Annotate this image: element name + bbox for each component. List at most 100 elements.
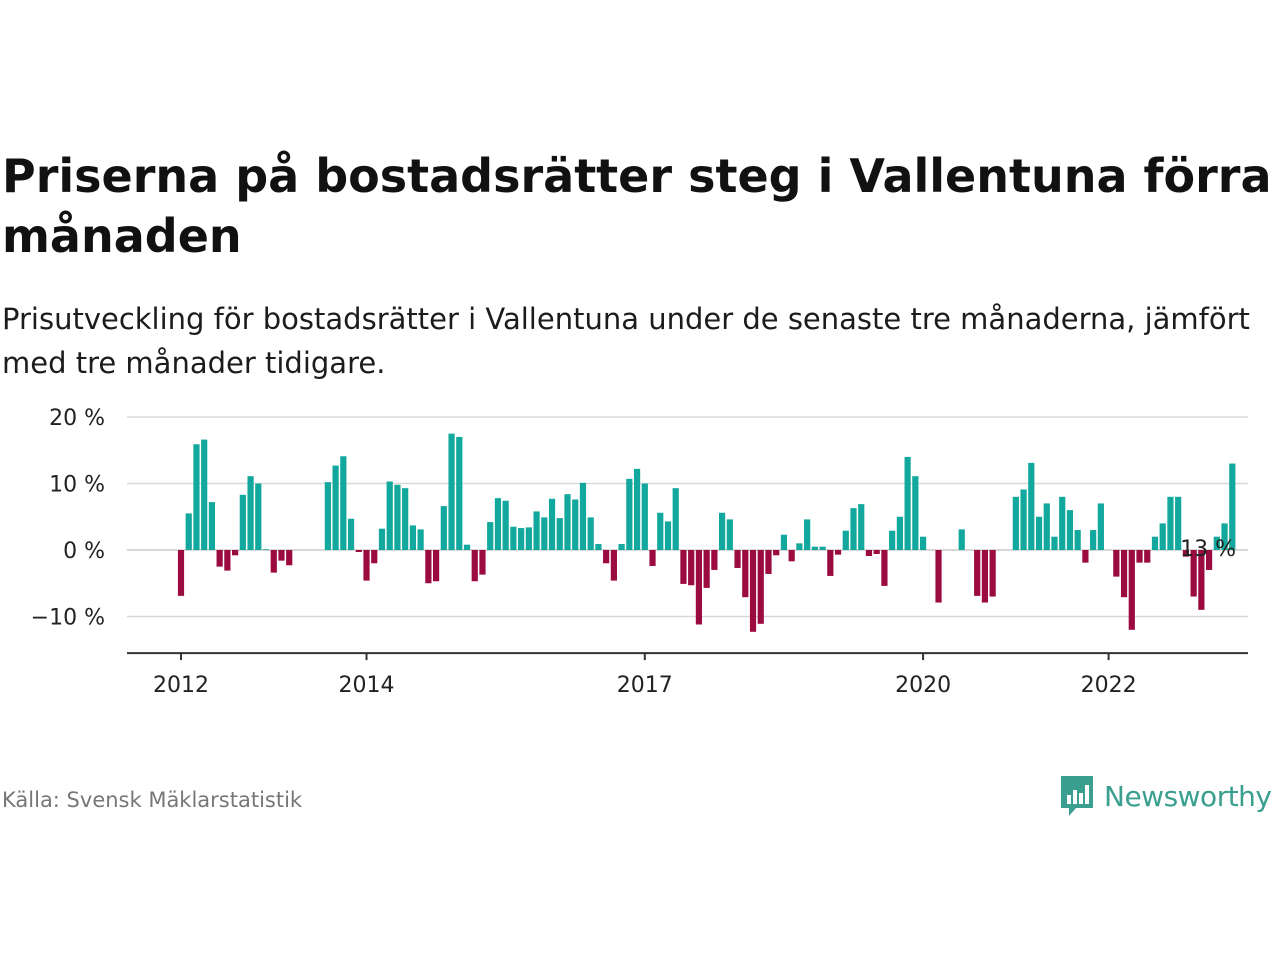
- bar: [270, 550, 277, 573]
- x-axis: [127, 652, 1248, 661]
- bar: [626, 478, 633, 550]
- bar: [1190, 550, 1197, 597]
- bar: [896, 516, 903, 550]
- y-tick-label: 10 %: [49, 473, 105, 498]
- source-note: Källa: Svensk Mäklarstatistik: [2, 788, 303, 812]
- bar: [386, 481, 393, 550]
- bar: [664, 521, 672, 550]
- bar: [641, 483, 648, 550]
- bar: [1120, 550, 1128, 598]
- bar: [185, 513, 192, 550]
- bar: [1182, 550, 1189, 557]
- bar: [448, 433, 455, 551]
- bar: [1198, 550, 1205, 610]
- x-tick-label: 2022: [1081, 673, 1137, 698]
- bar: [688, 550, 695, 586]
- bar: [432, 550, 440, 582]
- bar: [456, 436, 463, 550]
- bar: [208, 502, 216, 550]
- bar: [958, 529, 965, 550]
- bar: [726, 519, 733, 550]
- x-tick-label: 2012: [153, 673, 209, 698]
- bar: [865, 550, 873, 556]
- bar: [193, 444, 200, 550]
- y-tick-label: −10 %: [31, 606, 105, 631]
- bar: [834, 550, 842, 555]
- bar: [340, 456, 347, 550]
- bar: [719, 512, 726, 550]
- bar: [1074, 530, 1081, 550]
- bar: [1229, 463, 1236, 550]
- bar: [873, 550, 880, 554]
- bar: [1136, 550, 1143, 563]
- chart-subtitle: Prisutveckling för bostadsrätter i Valle…: [2, 302, 1250, 380]
- bar: [247, 476, 254, 550]
- bar: [1144, 550, 1151, 563]
- bar: [912, 476, 919, 550]
- bar: [556, 518, 563, 550]
- bar: [1151, 536, 1159, 550]
- bar: [618, 544, 625, 550]
- chart-title: Priserna på bostadsrätter steg i Vallent…: [2, 149, 1272, 263]
- bars: [177, 433, 1236, 632]
- bar: [332, 465, 339, 550]
- bar: [471, 550, 478, 582]
- bar: [881, 550, 888, 586]
- bar: [402, 488, 409, 550]
- bar: [804, 519, 811, 550]
- bar: [533, 511, 540, 550]
- bar: [255, 483, 262, 550]
- bar: [587, 517, 594, 550]
- x-tick-label: 2017: [617, 673, 673, 698]
- bar: [935, 550, 942, 603]
- bar: [1043, 503, 1050, 550]
- bar: [1213, 536, 1220, 550]
- bar: [1128, 550, 1135, 630]
- bar: [858, 504, 865, 550]
- newsworthy-logo-icon: [1061, 776, 1093, 816]
- bar: [371, 550, 378, 564]
- bar: [788, 550, 795, 562]
- bar: [378, 528, 386, 550]
- x-tick-label: 2020: [895, 673, 951, 698]
- bar: [703, 550, 710, 588]
- bar: [1097, 503, 1104, 550]
- bar: [1175, 496, 1182, 550]
- bar: [672, 488, 679, 550]
- bar: [657, 512, 664, 550]
- bar: [603, 550, 610, 564]
- bar: [564, 494, 571, 550]
- y-tick-label: 20 %: [49, 406, 105, 431]
- bar: [502, 500, 509, 550]
- bar: [811, 546, 818, 550]
- bar: [1113, 550, 1120, 577]
- bar: [541, 517, 548, 550]
- bar: [232, 550, 239, 556]
- bar: [518, 528, 525, 550]
- bar: [1090, 530, 1097, 550]
- bar: [417, 529, 424, 550]
- bar: [1028, 462, 1035, 550]
- bar: [989, 550, 996, 597]
- bar: [1012, 496, 1019, 550]
- bar: [278, 550, 285, 561]
- bar: [850, 508, 857, 550]
- bar: [548, 498, 556, 550]
- bar: [1051, 536, 1058, 550]
- bar: [177, 550, 185, 596]
- bar: [579, 482, 587, 550]
- bar: [695, 550, 703, 625]
- bar: [262, 549, 270, 551]
- bar: [780, 534, 788, 550]
- bar: [981, 550, 989, 603]
- bar: [201, 439, 208, 550]
- latest-value-annotation: 13 %: [1180, 537, 1236, 562]
- bar: [919, 536, 927, 550]
- bar: [765, 550, 772, 574]
- bar: [595, 544, 602, 550]
- bar: [224, 550, 231, 571]
- bar: [1066, 510, 1074, 550]
- bar: [711, 550, 718, 570]
- bar: [796, 543, 803, 550]
- brand-name: Newsworthy: [1104, 779, 1272, 813]
